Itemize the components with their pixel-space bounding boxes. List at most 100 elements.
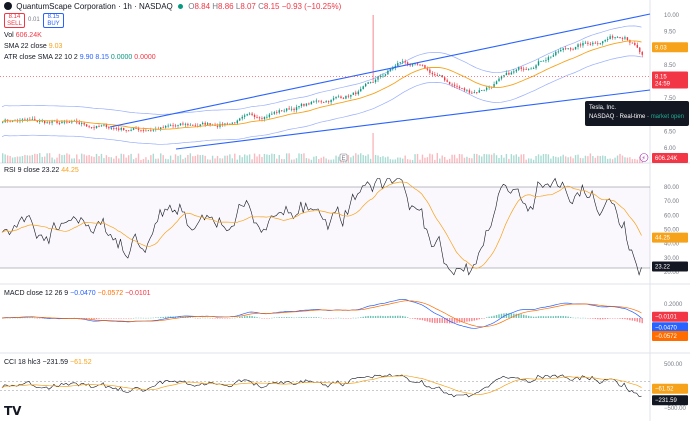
macd-histogram-bar xyxy=(308,317,310,318)
candle-body xyxy=(283,110,285,112)
volume-bar xyxy=(288,153,290,163)
candle-body xyxy=(594,42,597,44)
volume-bar xyxy=(93,156,95,163)
market-status-icon xyxy=(177,4,183,9)
legend-macd[interactable]: MACD close 12 26 9 −0.0470 −0.0572 −0.01… xyxy=(4,290,151,297)
sell-button[interactable]: 8.14 SELL xyxy=(4,13,25,28)
volume-bar xyxy=(500,155,503,163)
candle-body xyxy=(285,108,288,111)
earnings-marker-icon xyxy=(339,153,348,162)
candle-body xyxy=(495,81,498,84)
cci-name: CCI 18 hlc3 xyxy=(4,359,41,366)
volume-bar xyxy=(251,159,253,163)
macd-histogram-bar xyxy=(364,316,367,318)
candle-body xyxy=(125,130,127,131)
volume-bar xyxy=(572,158,574,163)
cci-tag: −231.59 xyxy=(655,398,678,404)
volume-bar xyxy=(162,155,164,163)
candle-body xyxy=(547,57,550,60)
volume-bar xyxy=(234,153,236,163)
macd-histogram-bar xyxy=(602,318,604,320)
macd-histogram-bar xyxy=(118,318,120,319)
macd-histogram-bar xyxy=(557,315,559,318)
macd-histogram-bar xyxy=(130,318,132,319)
volume-bar xyxy=(350,157,352,163)
macd-histogram-bar xyxy=(545,316,547,318)
volume-bar xyxy=(374,154,377,163)
macd-histogram-bar xyxy=(204,317,206,319)
buy-button[interactable]: 8.15 BUY xyxy=(43,13,64,28)
macd-histogram-bar xyxy=(389,315,392,318)
volume-bar xyxy=(78,159,80,163)
macd-histogram-bar xyxy=(243,316,246,318)
candle-body xyxy=(271,113,273,115)
candle-body xyxy=(167,125,169,127)
legend-cci[interactable]: CCI 18 hlc3 −231.59 −61.52 xyxy=(4,359,92,366)
volume-bar xyxy=(540,155,542,163)
symbol-header[interactable]: QuantumScape Corporation · 1h · NASDAQ O… xyxy=(4,2,341,11)
volume-bar xyxy=(16,156,19,163)
volume-bar xyxy=(130,153,132,163)
volume-bar xyxy=(36,154,38,163)
volume-bar xyxy=(231,158,234,163)
candle-body xyxy=(63,121,66,123)
volume-bar xyxy=(145,157,147,163)
macd-histogram-bar xyxy=(537,316,540,318)
volume-bar xyxy=(241,157,243,163)
macd-histogram-bar xyxy=(406,317,409,318)
volume-tag-bg xyxy=(652,153,688,163)
candle-body xyxy=(209,123,211,125)
candle-body xyxy=(68,121,71,123)
legend-atr[interactable]: ATR close SMA 22 10 2 9.90 8.15 0.0000 0… xyxy=(4,54,156,61)
legend-rsi[interactable]: RSI 9 close 23.22 44.25 xyxy=(4,167,79,174)
candle-body xyxy=(204,122,206,125)
atr-value-4: 0.0000 xyxy=(134,54,156,61)
volume-bar xyxy=(167,159,169,163)
candle-body xyxy=(461,88,463,89)
macd-histogram-bar xyxy=(93,318,95,320)
candle-body xyxy=(636,44,638,48)
volume-bar xyxy=(555,156,557,163)
volume-bar xyxy=(261,157,263,163)
volume-bar xyxy=(446,159,448,163)
tradingview-logo[interactable]: TV xyxy=(4,404,22,418)
symbol-title[interactable]: QuantumScape Corporation · 1h · NASDAQ xyxy=(16,2,173,11)
atr-upper-band xyxy=(1,25,642,115)
sma-name: SMA 22 close xyxy=(4,43,47,50)
macd-histogram-bar xyxy=(179,316,182,318)
legend-vol[interactable]: Vol 606.24K xyxy=(4,32,42,39)
volume-bar xyxy=(367,154,369,163)
macd-histogram-bar xyxy=(360,317,362,318)
candle-body xyxy=(340,96,342,98)
legend-sma[interactable]: SMA 22 close 9.03 xyxy=(4,43,62,50)
volume-bar xyxy=(31,154,34,163)
volume-bar xyxy=(305,158,308,163)
macd-histogram-bar xyxy=(261,318,263,319)
candle-body xyxy=(132,128,135,130)
volume-bar xyxy=(372,133,374,163)
volume-bar xyxy=(510,154,513,163)
volume-bar xyxy=(323,156,325,163)
volume-bar xyxy=(34,153,36,163)
candle-body xyxy=(202,122,204,125)
macd-histogram-bar xyxy=(113,318,115,319)
volume-bar xyxy=(399,157,401,163)
candle-body xyxy=(587,42,589,44)
volume-bar xyxy=(369,158,372,163)
volume-bar xyxy=(48,153,51,163)
volume-bar xyxy=(439,158,441,163)
macd-histogram-bar xyxy=(614,318,616,319)
volume-bar xyxy=(150,155,152,163)
macd-histogram-bar xyxy=(483,318,485,319)
candle-body xyxy=(130,129,132,131)
volume-bar xyxy=(216,155,219,163)
candle-body xyxy=(46,122,48,124)
macd-histogram-bar xyxy=(318,317,320,318)
volume-bar xyxy=(204,155,206,163)
macd-histogram-bar xyxy=(95,318,98,320)
volume-bar xyxy=(327,159,330,163)
macd-histogram-bar xyxy=(599,318,601,320)
macd-histogram-bar xyxy=(641,318,643,324)
candle-body xyxy=(120,127,122,130)
